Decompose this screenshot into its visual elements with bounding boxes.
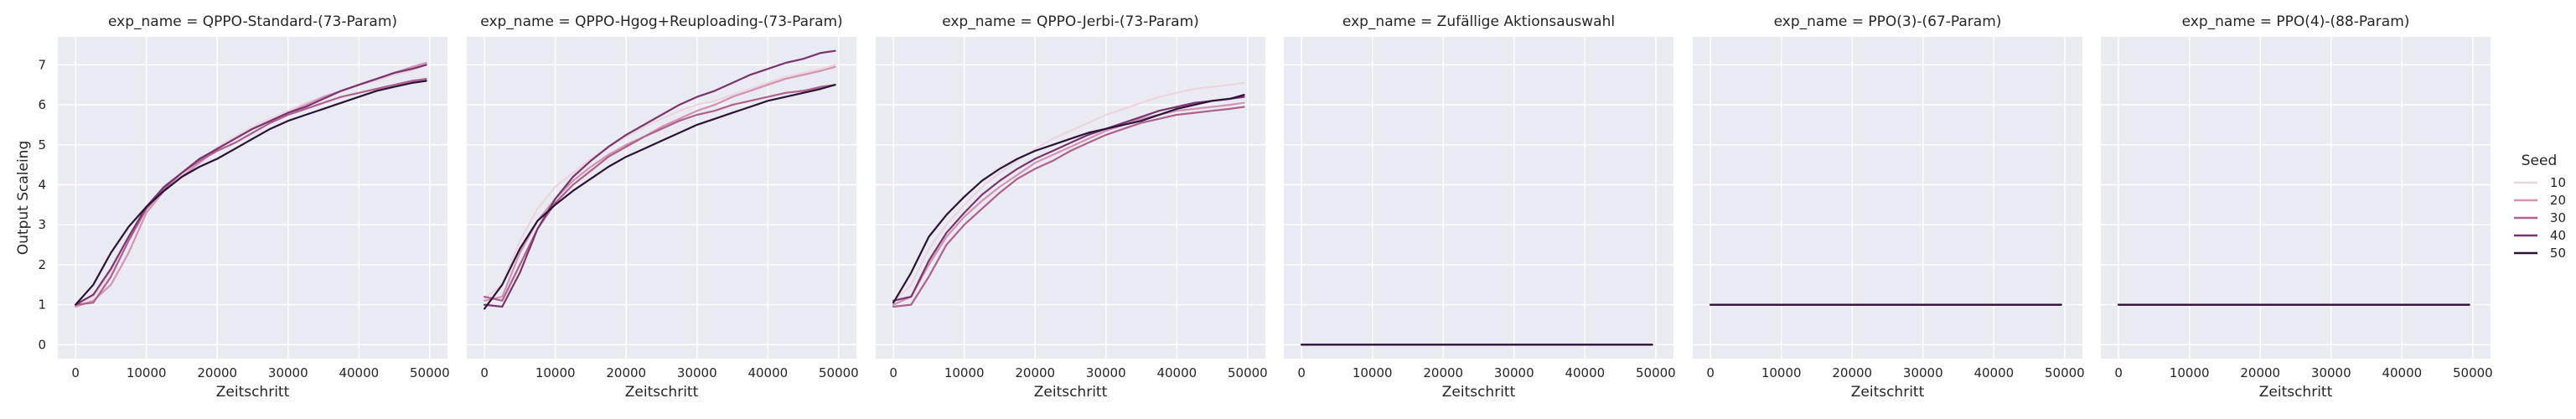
x-axis-label: Zeitschritt — [216, 384, 290, 401]
panel-background — [2101, 37, 2491, 359]
x-tick-label: 50000 — [1228, 365, 1268, 380]
x-tick-label: 0 — [1297, 365, 1306, 380]
y-tick-label: 1 — [38, 297, 46, 313]
series-line-seed-40 — [74, 64, 427, 306]
facet-panel: exp_name = PPO(3)-(67-Param) 0 10000 20000 3… — [1693, 13, 2085, 401]
x-tick-label: 0 — [2114, 365, 2123, 380]
series-line-seed-40 — [483, 49, 836, 308]
y-tick-label: 7 — [38, 57, 46, 72]
x-tick-label: 50000 — [1636, 365, 1676, 380]
y-tick-label: 3 — [38, 217, 46, 232]
x-tick-label: 30000 — [677, 365, 717, 380]
x-tick-label: 50000 — [2045, 365, 2085, 380]
y-tick-label: 2 — [38, 257, 46, 272]
series-line-seed-20 — [892, 101, 1245, 306]
x-tick-label: 30000 — [1494, 365, 1534, 380]
x-tick-label: 0 — [1706, 365, 1715, 380]
x-tick-label: 30000 — [2311, 365, 2351, 380]
legend-label: 30 — [2550, 210, 2566, 225]
y-tick-label: 0 — [38, 337, 46, 352]
panel-background — [467, 37, 856, 359]
x-tick-label: 10000 — [127, 365, 167, 380]
x-tick-label: 10000 — [944, 365, 985, 380]
x-tick-label: 20000 — [1832, 365, 1872, 380]
x-tick-label: 0 — [889, 365, 897, 380]
legend-label: 50 — [2550, 246, 2566, 261]
x-tick-label: 50000 — [410, 365, 450, 380]
x-tick-label: 10000 — [2170, 365, 2210, 380]
x-tick-label: 0 — [480, 365, 489, 380]
series-line-seed-20 — [483, 65, 836, 302]
x-tick-label: 30000 — [1903, 365, 1943, 380]
y-axis-label: Output Scaleing — [15, 141, 32, 255]
x-tick-label: 0 — [71, 365, 80, 380]
facet-title: exp_name = QPPO-Standard-(73-Param) — [108, 13, 397, 30]
x-tick-label: 40000 — [1565, 365, 1605, 380]
y-tick-label: 4 — [38, 177, 46, 192]
series-line-seed-50 — [74, 80, 427, 306]
x-tick-label: 40000 — [339, 365, 379, 380]
facet-panel: exp_name = QPPO-Standard-(73-Param) 0 1000… — [38, 13, 449, 401]
x-axis-label: Zeitschritt — [1034, 384, 1108, 401]
legend-label: 10 — [2550, 175, 2566, 190]
legend-label: 40 — [2550, 228, 2566, 243]
x-tick-label: 20000 — [197, 365, 237, 380]
x-tick-label: 20000 — [1423, 365, 1463, 380]
facet-panel: exp_name = QPPO-Jerbi-(73-Param) 0 10000 20… — [876, 13, 1268, 401]
facet-title: exp_name = PPO(3)-(67-Param) — [1774, 13, 2002, 30]
x-tick-label: 40000 — [1973, 365, 2014, 380]
x-axis-label: Zeitschritt — [1442, 384, 1516, 401]
x-tick-label: 50000 — [2453, 365, 2493, 380]
x-tick-label: 40000 — [747, 365, 788, 380]
series-line-seed-40 — [892, 96, 1245, 302]
x-axis-label: Zeitschritt — [1851, 384, 1925, 401]
x-tick-label: 50000 — [819, 365, 859, 380]
y-tick-label: 6 — [38, 97, 46, 112]
facet-title: exp_name = QPPO-Jerbi-(73-Param) — [942, 13, 1199, 30]
facet-title: exp_name = QPPO-Hgog+Reuploading-(73-Par… — [480, 13, 842, 30]
facet-title: exp_name = PPO(4)-(88-Param) — [2182, 13, 2410, 30]
facet-panel: exp_name = Zufällige Aktionsauswahl 0 1000… — [1284, 13, 1676, 401]
facet-title: exp_name = Zufällige Aktionsauswahl — [1342, 13, 1615, 30]
x-tick-label: 10000 — [1761, 365, 1802, 380]
series-line-seed-50 — [892, 94, 1245, 304]
legend-label: 20 — [2550, 193, 2566, 208]
x-tick-label: 10000 — [535, 365, 576, 380]
facet-panel: exp_name = PPO(4)-(88-Param) 0 10000 20000 3… — [2101, 13, 2493, 401]
panel-background — [1284, 37, 1673, 359]
x-tick-label: 20000 — [606, 365, 646, 380]
panel-background — [876, 37, 1265, 359]
x-tick-label: 10000 — [1353, 365, 1393, 380]
x-axis-label: Zeitschritt — [2259, 384, 2333, 401]
facet-panel: exp_name = QPPO-Hgog+Reuploading-(73-Par… — [467, 13, 859, 401]
x-tick-label: 40000 — [1156, 365, 1197, 380]
y-tick-label: 5 — [38, 137, 46, 153]
x-tick-label: 30000 — [1086, 365, 1126, 380]
x-axis-label: Zeitschritt — [625, 384, 699, 401]
series-line-seed-30 — [74, 77, 427, 306]
series-line-seed-50 — [483, 84, 836, 310]
panel-background — [1693, 37, 2082, 359]
legend: Seed 10 20 30 40 50 — [2514, 153, 2566, 261]
x-tick-label: 20000 — [2240, 365, 2280, 380]
series-line-seed-10 — [483, 64, 836, 300]
x-tick-label: 30000 — [268, 365, 308, 380]
series-line-seed-30 — [892, 106, 1245, 308]
legend-title: Seed — [2522, 153, 2558, 169]
series-line-seed-10 — [892, 81, 1245, 304]
x-tick-label: 20000 — [1015, 365, 1055, 380]
x-tick-label: 40000 — [2382, 365, 2422, 380]
